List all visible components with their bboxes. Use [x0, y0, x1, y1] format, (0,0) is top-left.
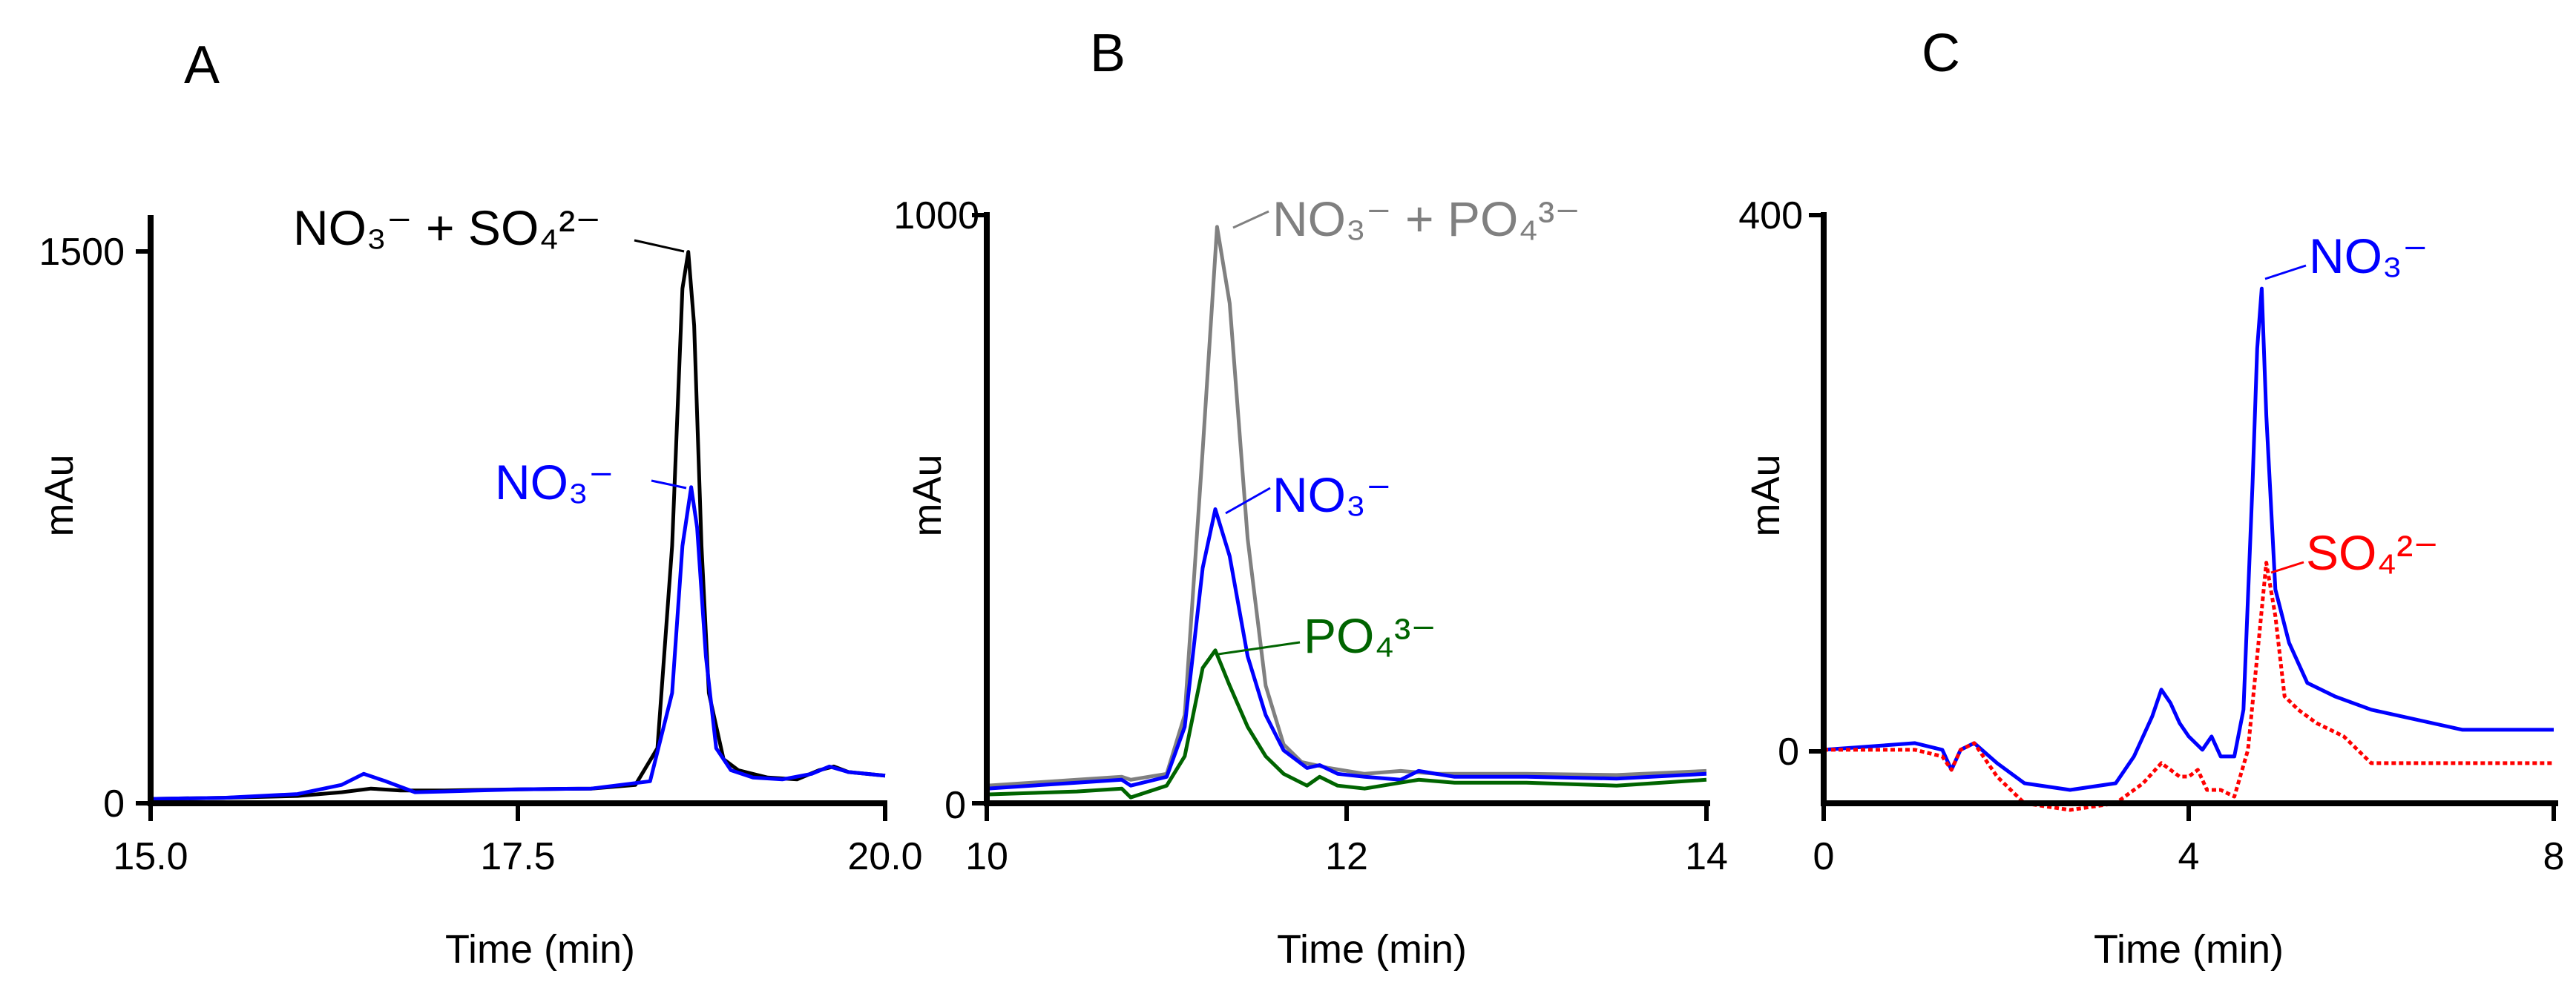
panel-a: A 0 1500 15.0 17.5 20.0 Time (min) mAu N… — [37, 36, 923, 972]
panel-a-label: A — [184, 36, 220, 95]
panel-b: B 0 1000 10 12 14 Time (min) mAu NO₃⁻ + … — [893, 24, 1728, 972]
panel-a-xtick-label: 17.5 — [480, 835, 555, 878]
panel-b-annotation-leader — [1225, 487, 1271, 515]
panel-c-series-0-line — [1823, 286, 2554, 792]
panel-c-annotation-leader — [2270, 561, 2304, 574]
panel-b-ytick-label: 0 — [944, 784, 966, 827]
panel-c-xlabel: Time (min) — [2094, 927, 2284, 972]
panel-c-ylabel: mAu — [1744, 454, 1788, 536]
panel-a-ytick-label: 1500 — [39, 231, 125, 274]
panel-c: C 0 400 0 4 8 Time (min) mAu NO₃⁻ SO₄²⁻ — [1738, 24, 2564, 972]
panel-a-series-1-line — [150, 485, 886, 801]
panel-a-annotation-leader — [634, 239, 685, 253]
panel-b-ylabel: mAu — [905, 454, 950, 536]
panel-c-label: C — [1922, 24, 1960, 83]
panel-c-series-1-line — [1824, 561, 2554, 812]
panel-b-series-1-line — [986, 507, 1707, 791]
panel-b-annotation-no3-po4: NO₃⁻ + PO₄³⁻ — [1272, 191, 1580, 246]
panel-c-xtick-label: 0 — [1813, 835, 1835, 878]
panel-a-annotation-no3-so4: NO₃⁻ + SO₄²⁻ — [293, 200, 601, 255]
panel-c-xtick-label: 8 — [2543, 835, 2565, 878]
panel-c-ytick-label: 400 — [1738, 194, 1803, 237]
panel-a-annotation-leader — [651, 479, 687, 490]
panel-c-annotation-leader — [2264, 264, 2307, 280]
panel-a-xtick-label: 20.0 — [847, 835, 922, 878]
panel-b-label: B — [1090, 24, 1126, 83]
panel-c-plot — [1823, 286, 2554, 812]
panel-b-xtick-label: 14 — [1685, 835, 1728, 878]
panel-c-annotation-so4: SO₄²⁻ — [2306, 525, 2439, 580]
panel-b-annotation-no3: NO₃⁻ — [1272, 467, 1392, 522]
panel-a-ytick-label: 0 — [103, 783, 125, 826]
panel-a-xtick-label: 15.0 — [113, 835, 188, 878]
panel-b-plot — [986, 225, 1707, 800]
panel-a-xlabel: Time (min) — [445, 927, 635, 972]
panel-b-annotation-leader — [1218, 641, 1301, 656]
panel-b-annotation-po4: PO₄³⁻ — [1304, 608, 1436, 663]
panel-b-xtick-label: 12 — [1325, 835, 1368, 878]
panel-c-ytick-label: 0 — [1778, 731, 1799, 774]
panel-a-plot — [150, 250, 886, 801]
panel-a-ylabel: mAu — [37, 454, 82, 536]
panel-a-series-0-line — [150, 250, 886, 801]
panel-a-annotation-no3: NO₃⁻ — [495, 455, 614, 510]
panel-b-xlabel: Time (min) — [1277, 927, 1467, 972]
panel-c-annotation-no3: NO₃⁻ — [2309, 228, 2428, 283]
panel-b-series-2-line — [986, 648, 1707, 800]
panel-b-xtick-label: 10 — [965, 835, 1008, 878]
panel-b-ytick-label: 1000 — [893, 194, 979, 237]
panel-b-annotation-leader — [1232, 210, 1269, 229]
panel-c-xtick-label: 4 — [2178, 835, 2200, 878]
